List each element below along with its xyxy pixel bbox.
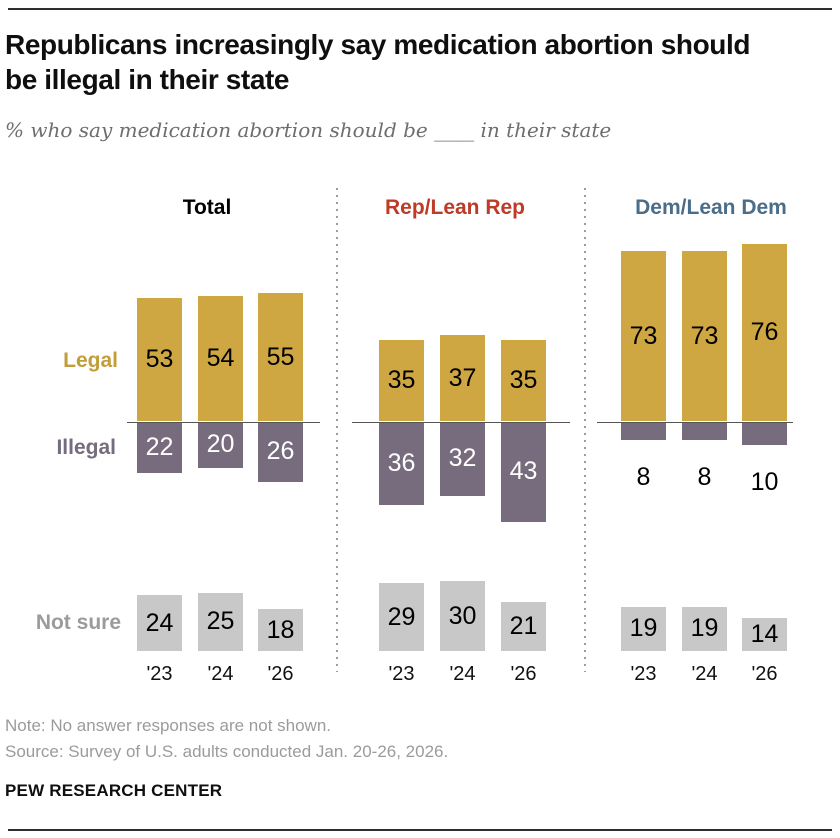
illegal-bar: 20 (198, 421, 243, 469)
illegal-bar: 22 (137, 421, 182, 473)
legal-value-label: 55 (266, 342, 295, 371)
footer-source: Source: Survey of U.S. adults conducted … (5, 742, 449, 761)
legal-value-label: 53 (145, 345, 174, 374)
year-label: '26 (267, 663, 294, 685)
not-sure-bar: 24 (137, 595, 182, 651)
legal-bar: 53 (137, 298, 182, 422)
not-sure-value-label: 21 (509, 612, 538, 641)
illegal-bar: 26 (258, 421, 303, 483)
panel-divider-left (336, 188, 338, 672)
illegal-bar: 36 (379, 421, 424, 506)
not-sure-value-label: 29 (387, 602, 416, 631)
illegal-value-label: 43 (509, 457, 538, 486)
illegal-row-label: Illegal (56, 436, 116, 459)
chart-subtitle: % who say medication abortion should be … (5, 118, 612, 142)
legal-bar: 54 (198, 295, 243, 422)
illegal-value-label: 8 (697, 463, 712, 492)
illegal-bar (682, 421, 727, 441)
not-sure-value-label: 24 (145, 608, 174, 637)
legal-bar: 35 (379, 339, 424, 422)
year-label: '24 (691, 663, 718, 685)
panel-header-rep: Rep/Lean Rep (384, 196, 526, 219)
not-sure-bar: 21 (501, 602, 546, 651)
illegal-value-label: 32 (448, 444, 477, 473)
year-label: '24 (449, 663, 476, 685)
not-sure-bar: 30 (440, 581, 485, 651)
not-sure-bar: 19 (621, 606, 666, 651)
illegal-value-label: 22 (145, 432, 174, 461)
not-sure-row-label: Not sure (35, 611, 121, 634)
legal-value-label: 35 (387, 366, 416, 395)
legal-bar: 73 (621, 251, 666, 422)
chart-title: Republicans increasingly say medication … (5, 29, 751, 95)
year-label: '23 (388, 663, 415, 685)
illegal-value-label: 8 (636, 463, 651, 492)
not-sure-value-label: 30 (448, 601, 477, 630)
legal-value-label: 54 (206, 344, 235, 373)
legal-bar: 76 (742, 244, 787, 422)
legal-bar: 55 (258, 293, 303, 422)
bottom-rule (8, 829, 832, 831)
panel-header-dem: Dem/Lean Dem (635, 196, 787, 219)
legal-value-label: 76 (750, 318, 779, 347)
panel-header-total: Total (182, 196, 232, 219)
not-sure-bar: 25 (198, 592, 243, 651)
illegal-bar: 32 (440, 421, 485, 497)
not-sure-bar: 29 (379, 583, 424, 651)
illegal-bar: 43 (501, 421, 546, 522)
legal-value-label: 73 (690, 321, 719, 350)
not-sure-bar: 19 (682, 606, 727, 651)
zero-line (127, 421, 320, 423)
not-sure-value-label: 14 (750, 620, 779, 649)
not-sure-value-label: 19 (690, 614, 719, 643)
not-sure-value-label: 18 (266, 615, 295, 644)
not-sure-value-label: 25 (206, 607, 235, 636)
illegal-bar (621, 421, 666, 441)
zero-line (352, 421, 570, 423)
panel-divider-right (584, 188, 586, 672)
not-sure-value-label: 19 (629, 614, 658, 643)
year-label: '24 (207, 663, 234, 685)
year-label: '23 (630, 663, 657, 685)
year-label: '23 (146, 663, 173, 685)
brand-name: PEW RESEARCH CENTER (5, 781, 223, 800)
legal-value-label: 35 (509, 366, 538, 395)
top-rule (8, 8, 832, 10)
year-label: '26 (510, 663, 537, 685)
legal-bar: 35 (501, 339, 546, 422)
footer-note: Note: No answer responses are not shown. (5, 716, 332, 735)
legal-bar: 37 (440, 335, 485, 422)
zero-line (597, 421, 793, 423)
year-label: '26 (751, 663, 778, 685)
legal-value-label: 37 (448, 363, 477, 392)
not-sure-bar: 18 (258, 609, 303, 651)
illegal-value-label: 36 (387, 448, 416, 477)
illegal-value-label: 26 (266, 437, 295, 466)
illegal-value-label: 20 (206, 430, 235, 459)
illegal-value-label: 10 (750, 467, 779, 496)
illegal-bar (742, 421, 787, 445)
legal-bar: 73 (682, 251, 727, 422)
not-sure-bar: 14 (742, 618, 787, 651)
legal-row-label: Legal (63, 349, 118, 372)
legal-value-label: 73 (629, 321, 658, 350)
